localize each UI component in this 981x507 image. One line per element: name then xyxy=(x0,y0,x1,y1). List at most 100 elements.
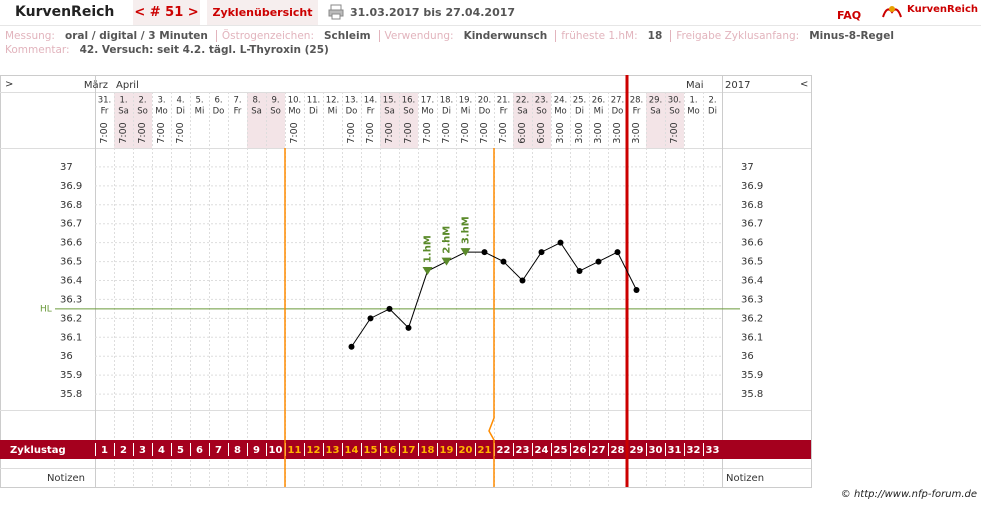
temperature-point xyxy=(386,305,393,312)
date-label: 2. xyxy=(138,96,146,106)
weekday-label: Sa xyxy=(118,107,129,117)
cycle-day-label: 22 xyxy=(497,445,511,456)
cycle-day-label: 18 xyxy=(421,445,435,456)
time-label: 3:00 xyxy=(574,122,585,143)
fertile-end xyxy=(488,148,495,487)
time-label: 7:00 xyxy=(175,122,186,143)
time-label: 3:00 xyxy=(593,122,604,143)
date-label: 24. xyxy=(554,96,568,106)
weekday-label: Mo xyxy=(554,107,567,117)
date-label: 14. xyxy=(364,96,378,106)
weekday-label: Sa xyxy=(650,107,661,117)
weekend-shade xyxy=(646,92,665,148)
date-label: 10. xyxy=(288,96,302,106)
date-label: 1. xyxy=(689,96,697,106)
cycle-day-label: 11 xyxy=(288,445,302,456)
print-icon[interactable] xyxy=(328,4,344,20)
month-label: März xyxy=(84,80,108,91)
row-label: Zyklustag xyxy=(10,445,66,456)
weekday-label: Fr xyxy=(500,107,508,117)
weekend-shade xyxy=(247,92,266,148)
y-tick-label: 35.8 xyxy=(60,389,82,400)
faq-link[interactable]: FAQ xyxy=(837,9,862,22)
y-tick-label-right: 35.8 xyxy=(741,389,763,400)
cycle-day-label: 32 xyxy=(687,445,701,456)
date-label: 29. xyxy=(649,96,663,106)
cycle-day-label: 16 xyxy=(383,445,397,456)
y-tick-label: 36.6 xyxy=(60,238,82,249)
weekday-label: Do xyxy=(479,107,491,117)
weekday-label: Fr xyxy=(234,107,242,117)
date-label: 2. xyxy=(708,96,716,106)
temperature-point xyxy=(633,286,640,293)
time-label: 7:00 xyxy=(289,122,300,143)
temperature-point xyxy=(500,258,507,265)
logo[interactable]: KurvenReich xyxy=(15,4,115,20)
time-label: 6:00 xyxy=(517,122,528,143)
temperature-point xyxy=(614,249,621,256)
month-label: Mai xyxy=(686,80,704,91)
y-tick-label-right: 36.5 xyxy=(741,257,763,268)
y-tick-label-right: 36.2 xyxy=(741,313,763,324)
date-label: 31. xyxy=(98,96,112,106)
nav-left: > xyxy=(5,79,13,90)
cycle-day-label: 3 xyxy=(139,445,146,456)
weekday-label: So xyxy=(536,107,547,117)
y-tick-label-right: 36.7 xyxy=(741,219,763,230)
cycle-day-label: 25 xyxy=(554,445,568,456)
field-value: Schleim xyxy=(324,30,371,42)
weekend-shade xyxy=(133,92,152,148)
overview-link[interactable]: Zyklenübersicht xyxy=(207,0,318,25)
y-tick-label-right: 36.3 xyxy=(741,294,763,305)
y-tick-label: 36.8 xyxy=(60,200,82,211)
cycle-day-label: 20 xyxy=(459,445,473,456)
y-tick-label: 35.9 xyxy=(60,370,82,381)
weekday-label: So xyxy=(403,107,414,117)
time-label: 7:00 xyxy=(384,122,395,143)
time-label: 7:00 xyxy=(156,122,167,143)
hm-label: 1.hM xyxy=(423,235,434,263)
time-label: 7:00 xyxy=(441,122,452,143)
field-label: früheste 1.hM: xyxy=(555,30,638,42)
cycle-day-label: 15 xyxy=(364,445,378,456)
cycle-day-label: 7 xyxy=(215,445,222,456)
cycle-day-label: 24 xyxy=(535,445,549,456)
weekend-shade xyxy=(266,92,285,148)
comment-label: Kommentar: xyxy=(5,44,70,56)
weekday-label: Mo xyxy=(288,107,301,117)
y-tick-label-right: 36.8 xyxy=(741,200,763,211)
weekday-label: So xyxy=(137,107,148,117)
temperature-point xyxy=(557,239,564,246)
cycle-day-label: 9 xyxy=(253,445,260,456)
time-label: 7:00 xyxy=(479,122,490,143)
temperature-point xyxy=(367,315,374,322)
weekday-label: Do xyxy=(213,107,225,117)
chart-frame xyxy=(0,75,812,488)
time-label: 7:00 xyxy=(669,122,680,143)
date-label: 7. xyxy=(233,96,241,106)
weekend-shade xyxy=(532,92,551,148)
copyright: © http://www.nfp-forum.de xyxy=(840,489,977,500)
y-tick-label: 36 xyxy=(60,351,73,362)
weekday-label: Do xyxy=(346,107,358,117)
cycle-day-label: 31 xyxy=(668,445,682,456)
temperature-point xyxy=(538,249,545,256)
weekday-label: Mi xyxy=(328,107,338,117)
y-tick-label: 36.5 xyxy=(60,257,82,268)
hm-label: 2.hM xyxy=(442,226,453,254)
date-label: 9. xyxy=(271,96,279,106)
date-label: 26. xyxy=(592,96,606,106)
brand[interactable]: KurvenReich xyxy=(907,4,979,15)
cycle-nav[interactable]: < # 51 > xyxy=(133,0,200,25)
weekday-label: Di xyxy=(708,107,717,117)
time-label: 7:00 xyxy=(498,122,509,143)
cycle-day-label: 2 xyxy=(120,445,127,456)
cycle-day-label: 12 xyxy=(307,445,321,456)
cycle-day-label: 10 xyxy=(269,445,283,456)
date-label: 8. xyxy=(252,96,260,106)
y-tick-label-right: 36.6 xyxy=(741,238,763,249)
nav-right: < xyxy=(800,79,808,90)
cycle-day-label: 1 xyxy=(101,445,108,456)
weekday-label: Mo xyxy=(421,107,434,117)
